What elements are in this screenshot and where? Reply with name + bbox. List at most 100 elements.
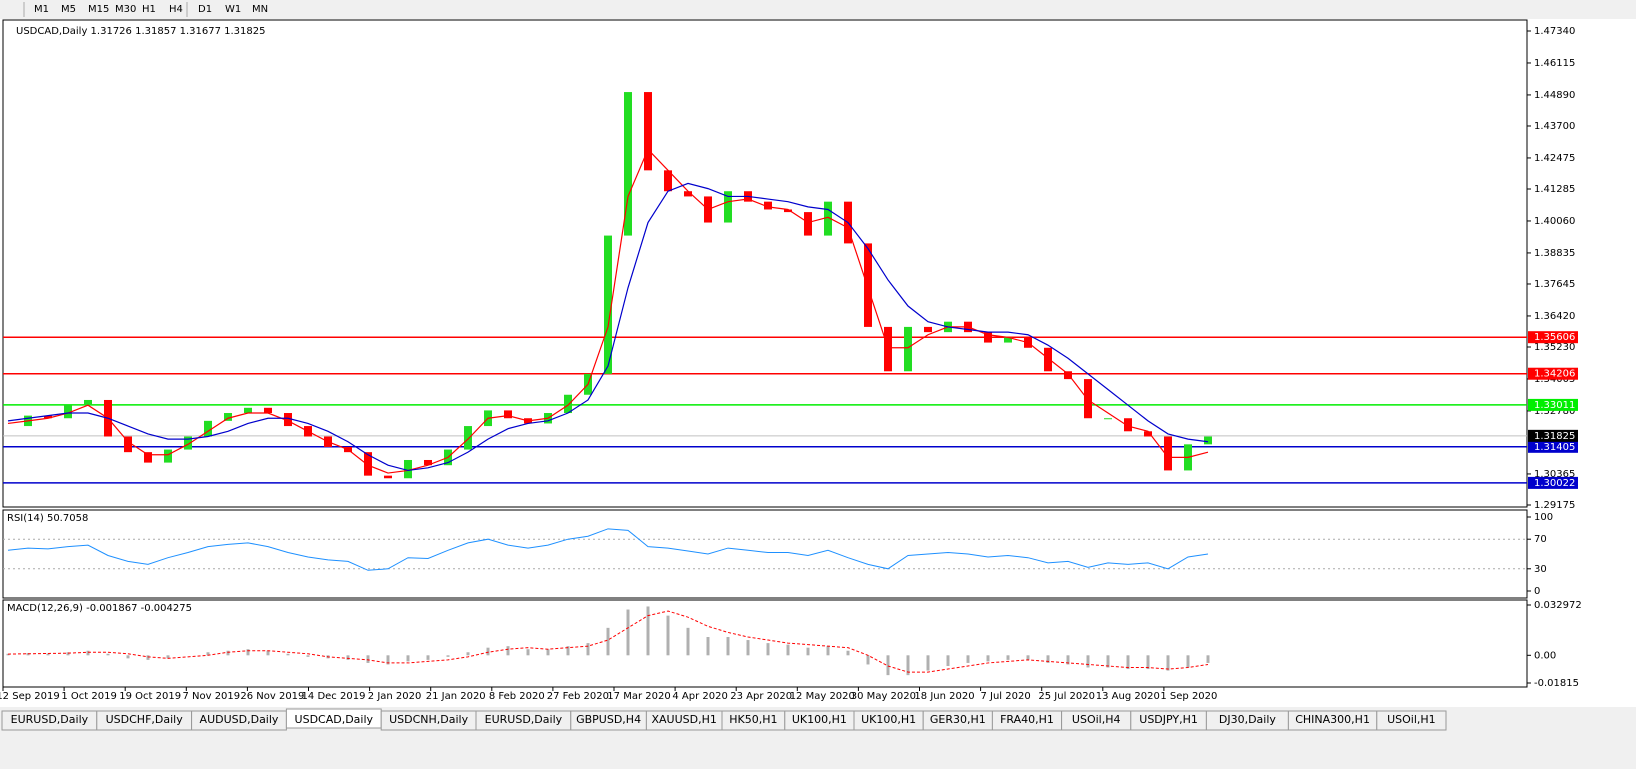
tab-label[interactable]: XAUUSD,H1 — [652, 713, 717, 726]
tab-label[interactable]: EURUSD,Daily — [485, 713, 563, 726]
moving-average — [7, 182, 1209, 472]
y-tick-label: 1.35230 — [1534, 342, 1575, 353]
y-tick-label: 1.37645 — [1534, 279, 1575, 290]
y-tick-label: 1.44890 — [1534, 90, 1575, 101]
x-tick-label: 12 Sep 2019 — [0, 691, 60, 702]
rsi-frame — [2, 509, 1528, 599]
level-label-bg — [1528, 331, 1578, 344]
candle — [884, 326, 892, 372]
timeframe-button[interactable]: H1 — [142, 4, 156, 15]
candle — [504, 410, 512, 419]
tab-label[interactable]: HK50,H1 — [729, 713, 777, 726]
timeframe-button[interactable]: M5 — [61, 4, 76, 15]
timeframe-button[interactable]: D1 — [198, 4, 212, 15]
candle — [604, 235, 612, 374]
x-tick-label: 17 Mar 2020 — [607, 691, 670, 702]
candle — [244, 407, 252, 414]
timeframe-button[interactable]: M30 — [115, 4, 136, 15]
timeframe-button[interactable]: MN — [252, 4, 268, 15]
x-tick-label: 2 Jan 2020 — [368, 691, 422, 702]
level-label: 1.33011 — [1534, 400, 1575, 411]
candle — [1124, 418, 1132, 432]
candle — [784, 209, 792, 213]
macd-signal — [7, 610, 1209, 673]
candle — [184, 436, 192, 450]
level-label: 1.30022 — [1534, 478, 1575, 489]
tab-label[interactable]: AUDUSD,Daily — [200, 713, 279, 726]
y-tick-label: 1.41285 — [1534, 184, 1575, 195]
x-tick-label: 8 Feb 2020 — [489, 691, 545, 702]
rsi-title: RSI(14) 50.7058 — [7, 513, 88, 524]
y-tick-label: 1.46115 — [1534, 58, 1575, 69]
y-tick-label: 1.42475 — [1534, 153, 1575, 164]
level-label-bg — [1528, 440, 1578, 453]
tab-label[interactable]: GER30,H1 — [930, 713, 986, 726]
tab-label[interactable]: USDCAD,Daily — [295, 713, 374, 726]
tab-label[interactable]: CHINA300,H1 — [1295, 713, 1370, 726]
y-tick-label: 100 — [1534, 512, 1553, 523]
candle — [144, 452, 152, 463]
tab-label[interactable]: EURUSD,Daily — [11, 713, 89, 726]
tab-label[interactable]: USDCNH,Daily — [389, 713, 469, 726]
macd-frame — [2, 599, 1528, 688]
candle — [224, 413, 232, 421]
x-tick-label: 7 Nov 2019 — [182, 691, 240, 702]
candle — [404, 459, 412, 479]
tab-label[interactable]: GBPUSD,H4 — [576, 713, 641, 726]
level-label: 1.31405 — [1534, 442, 1575, 453]
candle — [384, 475, 392, 479]
y-tick-label: 0 — [1534, 586, 1540, 597]
timeframe-button[interactable]: M1 — [34, 4, 49, 15]
level-label: 1.34206 — [1534, 369, 1575, 380]
timeframe-button[interactable]: M15 — [88, 4, 109, 15]
level-label-bg — [1528, 476, 1578, 489]
candle — [204, 420, 212, 437]
level-label: 1.35606 — [1534, 332, 1575, 343]
moving-average — [7, 148, 1209, 474]
x-tick-label: 12 May 2020 — [790, 691, 855, 702]
last-price-label: 1.31825 — [1534, 431, 1575, 442]
x-tick-label: 27 Feb 2020 — [547, 691, 609, 702]
candle — [724, 191, 732, 223]
candle — [924, 326, 932, 333]
x-tick-label: 4 Apr 2020 — [672, 691, 727, 702]
candle — [764, 201, 772, 210]
tab-label[interactable]: DJ30,Daily — [1219, 713, 1277, 726]
candle — [64, 405, 72, 419]
x-tick-label: 23 Apr 2020 — [730, 691, 792, 702]
y-tick-label: -0.01815 — [1534, 678, 1579, 689]
level-label-bg — [1528, 367, 1578, 380]
level-label-bg — [1528, 398, 1578, 411]
x-tick-label: 1 Oct 2019 — [61, 691, 116, 702]
tab-label[interactable]: USOil,H4 — [1072, 713, 1121, 726]
rsi-line — [7, 528, 1209, 571]
candle — [624, 92, 632, 236]
candle — [84, 399, 92, 406]
x-tick-label: 18 Jun 2020 — [914, 691, 974, 702]
timeframe-button[interactable]: W1 — [225, 4, 241, 15]
candle — [364, 452, 372, 476]
x-tick-label: 21 Jan 2020 — [426, 691, 486, 702]
candle — [284, 413, 292, 427]
tab-label[interactable]: USDJPY,H1 — [1139, 713, 1198, 726]
tab[interactable] — [1376, 710, 1447, 731]
tab-label[interactable]: UK100,H1 — [861, 713, 916, 726]
candle — [684, 191, 692, 197]
toolbar-bg — [0, 0, 1636, 19]
candle — [1084, 379, 1092, 419]
tab-label[interactable]: UK100,H1 — [792, 713, 847, 726]
candle — [1204, 436, 1212, 445]
tab-label[interactable]: USOil,H1 — [1387, 713, 1436, 726]
chart-bg — [0, 19, 1636, 709]
tab-label[interactable]: FRA40,H1 — [1000, 713, 1054, 726]
x-tick-label: 19 Oct 2019 — [119, 691, 181, 702]
main-frame — [2, 19, 1528, 508]
timeframe-button[interactable]: H4 — [169, 4, 183, 15]
x-tick-label: 1 Sep 2020 — [1160, 691, 1217, 702]
y-tick-label: 0.00 — [1534, 650, 1556, 661]
candle — [984, 332, 992, 343]
candle — [664, 170, 672, 192]
tab-label[interactable]: USDCHF,Daily — [106, 713, 184, 726]
x-tick-label: 14 Dec 2019 — [302, 691, 366, 702]
